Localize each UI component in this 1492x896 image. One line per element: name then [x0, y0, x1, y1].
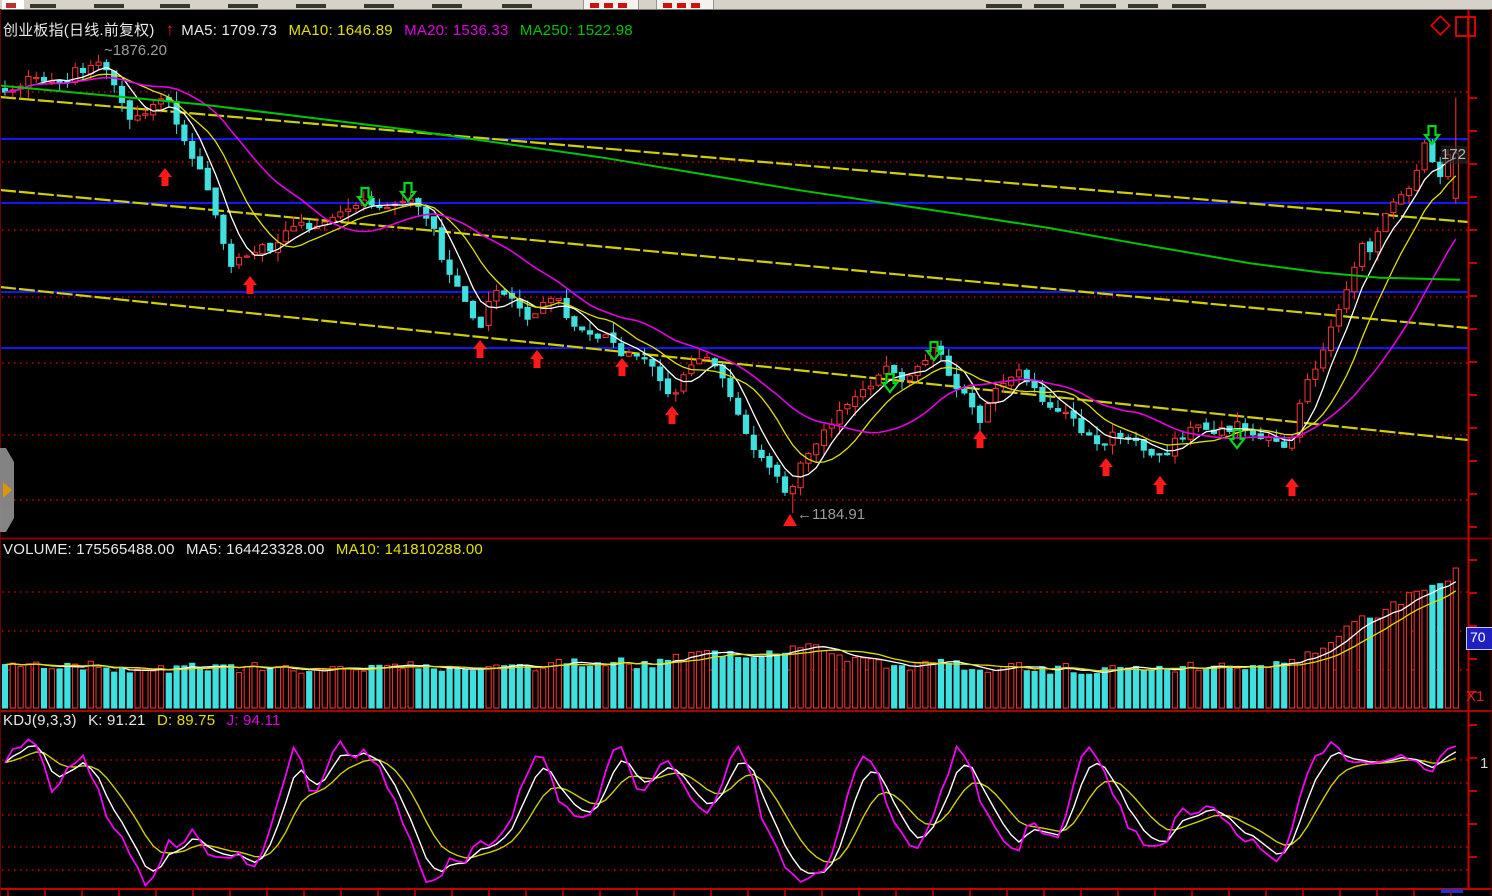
menu-item-remnant — [296, 4, 326, 8]
grid-dotted-lines — [2, 91, 1468, 871]
volume-axis-badge: 70 — [1466, 627, 1492, 650]
menu-item-remnant — [160, 4, 190, 8]
volume-ma5-value: MA5: 164423328.00 — [186, 541, 325, 558]
main-chart-header: 创业板指(日线.前复权) ↑ MA5: 1709.73 MA10: 1646.89 … — [3, 19, 640, 40]
volume-unit-label: X1 — [1466, 688, 1485, 705]
menu-item-remnant — [1128, 4, 1158, 8]
chart-corner-icons[interactable] — [1430, 15, 1476, 37]
current-price-tag: 172 — [1441, 146, 1468, 164]
candlestick-series — [1, 55, 1459, 513]
menu-item-remnant — [1172, 4, 1206, 8]
support-lines-blue — [0, 138, 1468, 349]
menu-item-remnant — [502, 4, 532, 8]
ma5-value: MA5: 1709.73 — [181, 22, 278, 39]
menu-item-remnant — [1034, 4, 1064, 8]
kdj-j-value: J: 94.11 — [226, 712, 281, 729]
volume-ma10-value: MA10: 141810288.00 — [335, 541, 483, 558]
menu-item-remnant — [228, 4, 258, 8]
axes — [0, 9, 1492, 896]
up-trend-arrow-icon: ↑ — [165, 20, 175, 39]
ma10-value: MA10: 1646.89 — [288, 22, 393, 39]
kdj-k-value: K: 91.21 — [88, 712, 146, 729]
volume-value: VOLUME: 175565488.00 — [3, 541, 175, 558]
bottom-blue-marker — [1441, 889, 1463, 893]
app-icon — [2, 0, 24, 9]
low-price-annotation: ←1184.91 — [797, 506, 866, 523]
toolbar-button[interactable] — [583, 0, 639, 9]
menu-item-remnant — [986, 4, 1022, 8]
menu-item-remnant — [94, 4, 124, 8]
trough-marker — [783, 514, 797, 526]
split-window-icon — [1455, 16, 1476, 37]
kdj-name: KDJ(9,3,3) — [3, 712, 77, 729]
instrument-title: 创业板指(日线.前复权) — [3, 22, 155, 39]
ma250-line — [0, 84, 1461, 281]
volume-header: VOLUME: 175565488.00 MA5: 164423328.00 M… — [3, 541, 490, 558]
ma250-value: MA250: 1522.98 — [519, 22, 633, 39]
left-panel-toggle[interactable] — [0, 448, 14, 532]
ma20-value: MA20: 1536.33 — [404, 22, 509, 39]
signal-arrows — [158, 124, 1442, 526]
menu-item-remnant — [1080, 4, 1116, 8]
menu-item-remnant — [30, 4, 56, 8]
expand-arrow-icon — [3, 482, 12, 498]
volume-series — [1, 567, 1459, 709]
menu-item-remnant — [364, 4, 394, 8]
high-price-annotation: ~1876.20 — [104, 42, 167, 59]
kdj-header: KDJ(9,3,3) K: 91.21 D: 89.75 J: 94.11 — [3, 712, 287, 729]
toolbar-button[interactable] — [656, 0, 714, 9]
menu-item-remnant — [432, 4, 462, 8]
menu-bar[interactable] — [0, 0, 1492, 10]
kdj-axis-label: 1 — [1480, 755, 1489, 772]
kdj-d-value: D: 89.75 — [156, 712, 216, 729]
diamond-marker-icon — [1430, 15, 1451, 36]
